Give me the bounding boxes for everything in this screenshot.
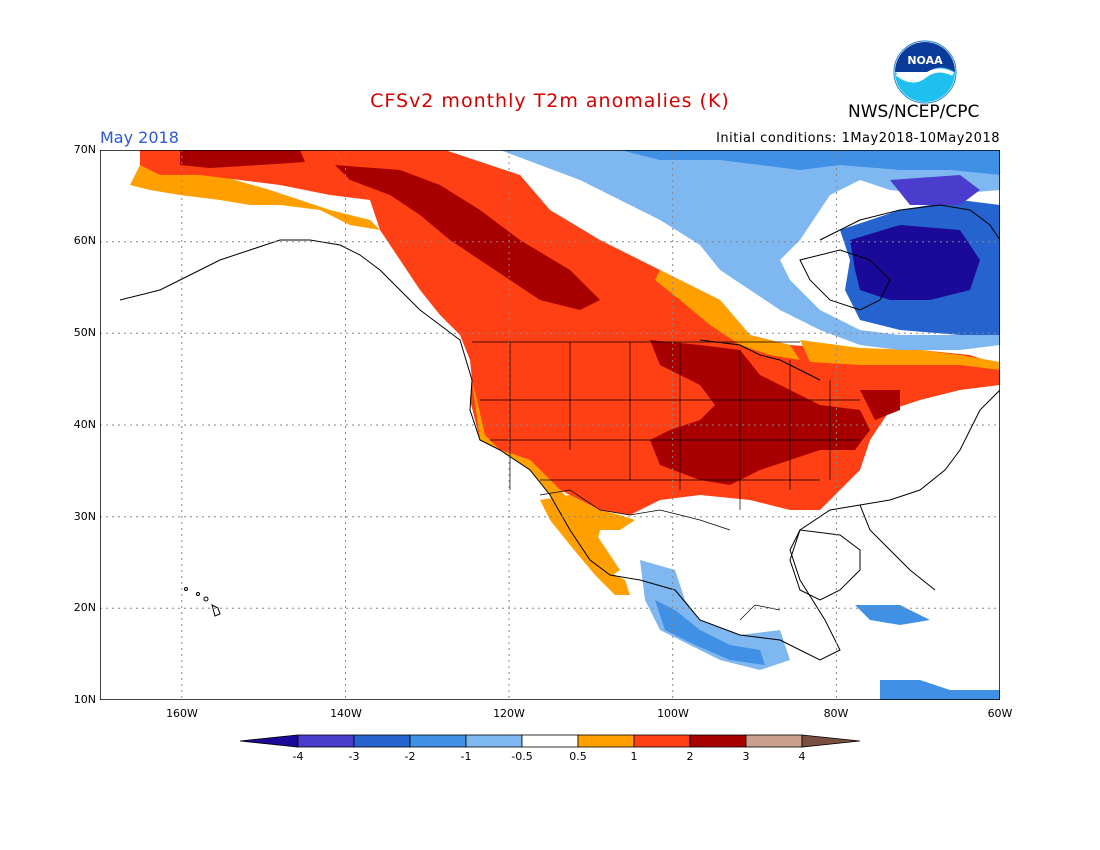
anomaly-map — [100, 150, 1000, 700]
colorbar-box — [409, 734, 467, 748]
colorbar-box — [353, 734, 411, 748]
lon-label: 140W — [330, 707, 362, 720]
lon-label: 60W — [987, 707, 1013, 720]
colorbar-box — [521, 734, 579, 748]
colorbar-box — [297, 734, 355, 748]
colorbar-arrow-right — [801, 734, 860, 748]
colorbar-box — [689, 734, 747, 748]
lat-label: 60N — [73, 234, 96, 247]
lat-label: 70N — [73, 143, 96, 156]
anomaly-region-darkred-plains — [650, 340, 870, 485]
borders — [472, 341, 860, 621]
coastlines — [119, 204, 1000, 661]
org-label: NWS/NCEP/CPC — [848, 102, 980, 122]
colorbar-label: 2 — [686, 750, 694, 763]
lat-label: 30N — [73, 510, 96, 523]
anomaly-region-cold-baffin — [890, 175, 980, 205]
anomaly-region-midblue-arctic — [620, 150, 1000, 175]
noaa-logo-icon: NOAA — [893, 40, 957, 104]
lon-label: 120W — [493, 707, 525, 720]
logo-text: NOAA — [907, 54, 943, 67]
colorbar-box — [465, 734, 523, 748]
colorbar-label: 4 — [798, 750, 806, 763]
lat-label: 40N — [73, 418, 96, 431]
colorbar-box — [745, 734, 803, 748]
colorbar — [240, 734, 860, 748]
anomaly-region-darkred-canada — [335, 165, 600, 310]
lon-label: 160W — [166, 707, 198, 720]
anomaly-region-orange-east — [800, 340, 1000, 370]
colorbar-label: -1 — [460, 750, 472, 763]
anomaly-region-blue-mexico — [640, 560, 790, 670]
anomaly-region-darkred-northeast — [860, 390, 900, 420]
colorbar-box — [577, 734, 635, 748]
colorbar-label: 0.5 — [569, 750, 587, 763]
colorbar-arrow-left — [240, 734, 299, 748]
chart-title: CFSv2 monthly T2m anomalies (K) — [370, 90, 730, 112]
anomaly-region-midblue-mexico — [655, 600, 765, 665]
colorbar-label: -2 — [404, 750, 416, 763]
colorbar-label: -0.5 — [511, 750, 533, 763]
lon-label: 80W — [823, 707, 849, 720]
anomaly-region-orange-alaska — [130, 165, 380, 230]
colorbar-label: 3 — [742, 750, 750, 763]
initial-conditions-label: Initial conditions: 1May2018-10May2018 — [716, 131, 1000, 146]
anomaly-region-lightblue-arctic — [500, 150, 1000, 350]
colorbar-label: -3 — [348, 750, 360, 763]
lat-label: 10N — [73, 693, 96, 706]
gridlines — [100, 150, 1000, 700]
lat-label: 50N — [73, 326, 96, 339]
period-label: May 2018 — [100, 128, 179, 147]
colorbar-box — [633, 734, 691, 748]
colorbar-label: 1 — [630, 750, 638, 763]
lon-label: 100W — [657, 707, 689, 720]
colorbar-label: -4 — [292, 750, 304, 763]
hawaii-islands — [184, 587, 221, 617]
anomaly-region-orange-canada — [655, 270, 800, 360]
anomaly-region-blue-caribbean — [855, 605, 1000, 700]
anomaly-region-cold-labrador — [850, 225, 980, 300]
anomaly-region-darkred-alaska — [180, 150, 305, 168]
lat-label: 20N — [73, 601, 96, 614]
